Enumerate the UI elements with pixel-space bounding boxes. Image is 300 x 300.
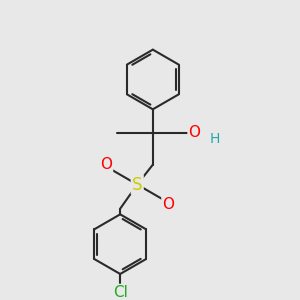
Text: O: O: [163, 197, 175, 212]
Text: O: O: [100, 157, 112, 172]
Text: H: H: [209, 131, 220, 146]
Text: S: S: [132, 176, 142, 194]
Text: O: O: [189, 125, 201, 140]
Text: Cl: Cl: [113, 285, 128, 300]
